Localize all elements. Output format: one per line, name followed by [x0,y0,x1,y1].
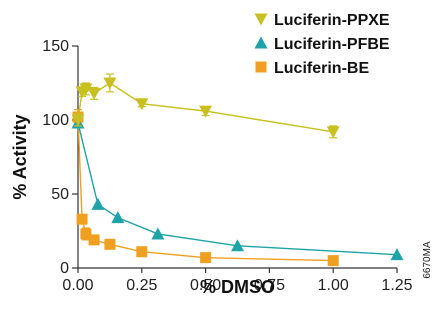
data-point [91,197,105,210]
data-point [79,83,93,96]
y-axis-label: % Activity [10,114,30,199]
data-point [326,126,340,139]
x-tick-label: 1.25 [381,277,412,294]
data-point [135,98,149,111]
series-luciferin-ppxe [71,73,340,139]
data-point [87,87,101,100]
y-tick-label: 150 [42,38,69,55]
legend-marker [254,36,268,49]
data-point [111,211,125,224]
legend-label: Luciferin-PPXE [274,12,390,29]
data-point [136,246,148,258]
legend-marker [254,13,268,26]
series-line [77,117,334,262]
legend-label: Luciferin-BE [274,60,369,77]
x-tick-label: 0.50 [190,277,221,294]
axes-layer: 0 50 100 150 0.00 0.25 0.50 0.75 1.00 1.25 [42,38,412,294]
data-point [390,248,404,261]
y-tick-label: 100 [42,112,69,129]
x-tick-label: 0.75 [254,277,285,294]
legend-label: Luciferin-PFBE [274,36,390,53]
series-luciferin-pfbe [71,116,404,261]
y-tick-label: 0 [60,260,69,277]
x-tick-label: 0.00 [62,277,93,294]
data-point [71,114,85,127]
series-luciferin-be [72,109,339,267]
data-point [327,255,339,267]
data-point [103,77,117,90]
data-point [231,239,244,252]
x-tick-label: 1.00 [318,277,349,294]
data-point [151,227,165,240]
series-line [77,122,398,256]
legend: Luciferin-PPXE Luciferin-PFBE Luciferin-BE [254,12,390,77]
data-point [200,252,212,264]
data-point [76,213,88,225]
series-layer [71,73,404,267]
x-tick-label: 0.25 [126,277,157,294]
legend-marker [255,61,267,73]
y-tick-label: 50 [51,186,69,203]
data-point [88,234,100,246]
data-point [104,238,116,250]
data-point [80,228,92,240]
figure-code-label: 6670MA [422,241,433,279]
x-axis-label: % DMSO [200,277,275,297]
data-point [199,105,213,118]
